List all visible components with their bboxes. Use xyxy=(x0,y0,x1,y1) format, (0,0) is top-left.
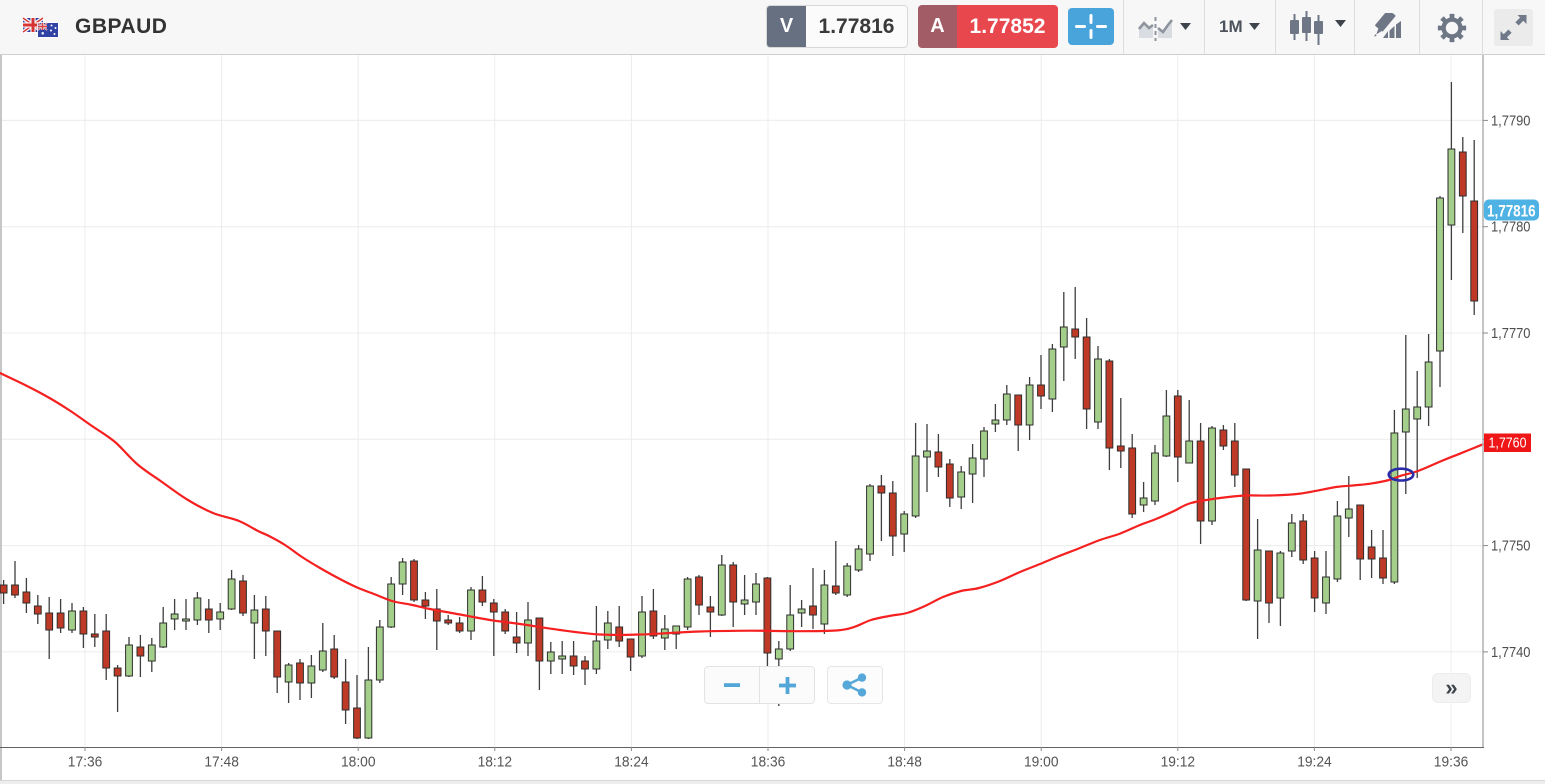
svg-text:1,7790: 1,7790 xyxy=(1491,112,1531,129)
svg-text:18:36: 18:36 xyxy=(751,754,786,771)
svg-text:18:48: 18:48 xyxy=(887,754,922,771)
svg-text:18:24: 18:24 xyxy=(614,754,649,771)
svg-text:1,7770: 1,7770 xyxy=(1491,325,1531,342)
svg-text:1,7780: 1,7780 xyxy=(1491,219,1531,236)
svg-text:17:36: 17:36 xyxy=(68,754,103,771)
svg-text:18:00: 18:00 xyxy=(341,754,376,771)
svg-text:1,7740: 1,7740 xyxy=(1491,644,1531,661)
svg-text:1,77816: 1,77816 xyxy=(1487,202,1536,221)
svg-text:18:12: 18:12 xyxy=(478,754,512,771)
svg-text:19:36: 19:36 xyxy=(1434,754,1469,771)
svg-text:19:00: 19:00 xyxy=(1024,754,1059,771)
svg-text:1,7760: 1,7760 xyxy=(1489,436,1527,452)
svg-text:19:12: 19:12 xyxy=(1161,754,1196,771)
svg-text:17:48: 17:48 xyxy=(204,754,239,771)
svg-text:1,7750: 1,7750 xyxy=(1491,538,1531,555)
svg-text:19:24: 19:24 xyxy=(1297,754,1332,771)
